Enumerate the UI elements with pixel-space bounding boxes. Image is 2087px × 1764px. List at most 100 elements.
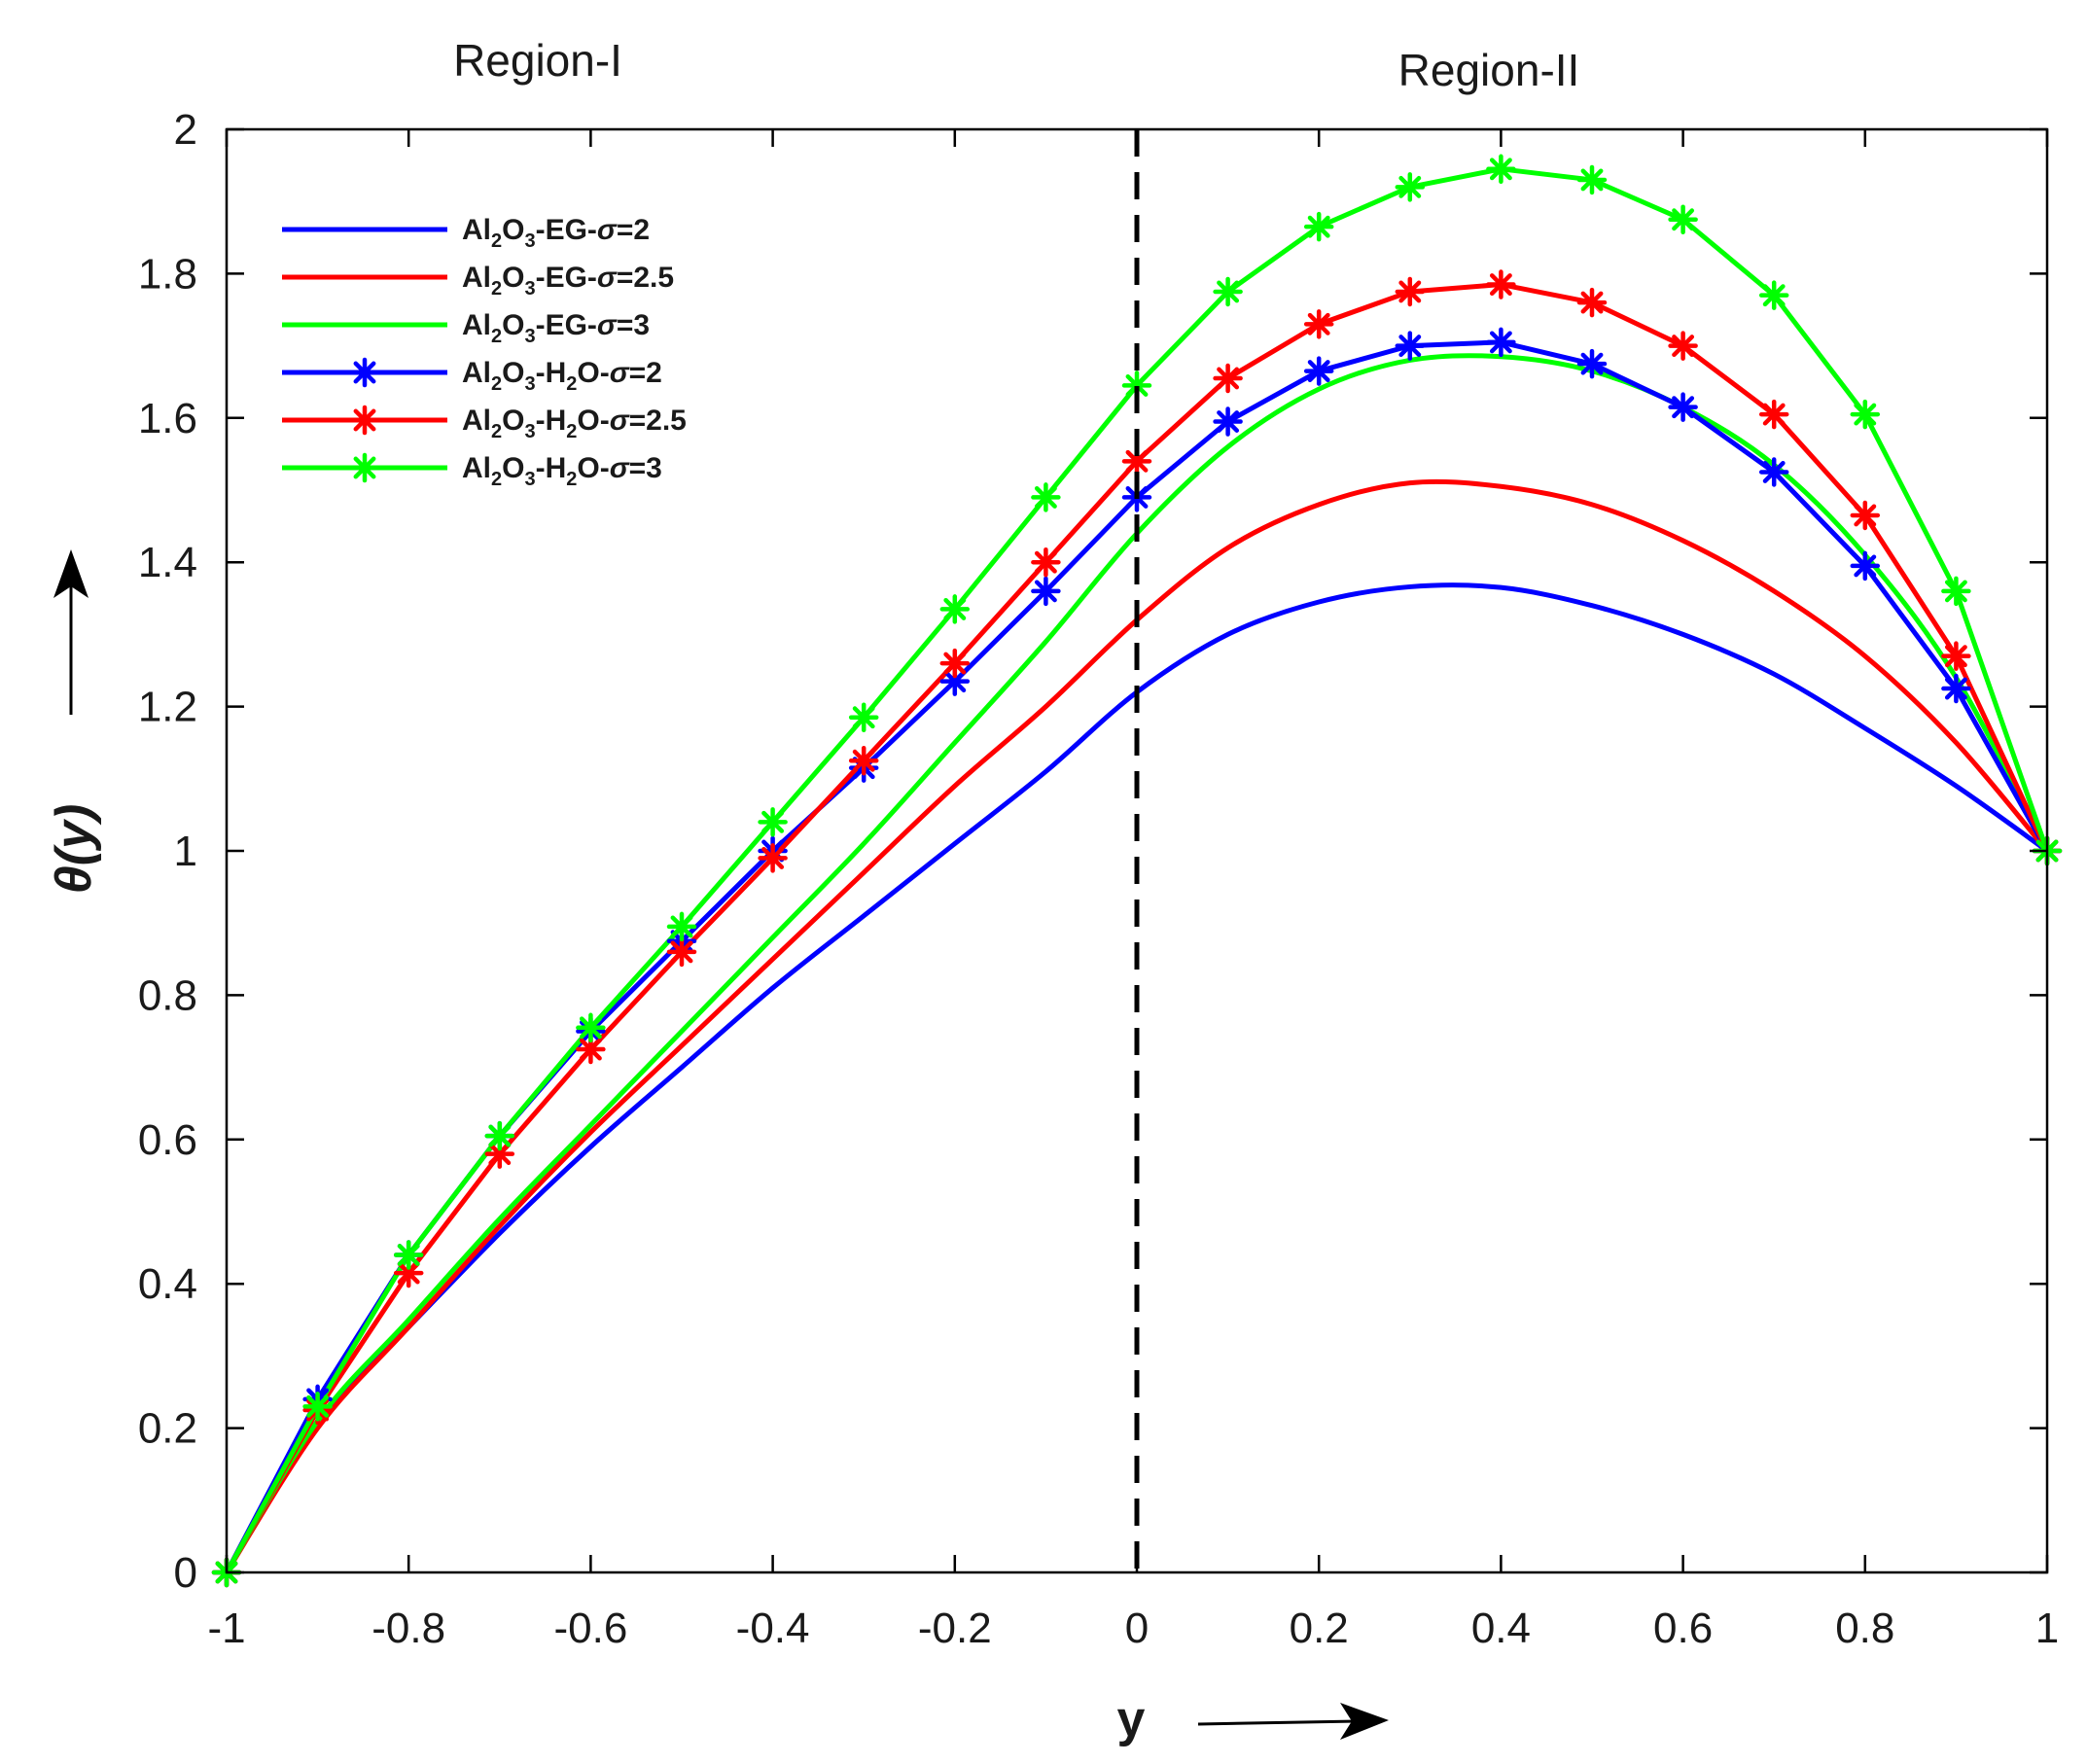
legend-label-part: O- — [577, 405, 609, 437]
data-point-marker — [302, 1392, 333, 1422]
data-point-marker — [939, 648, 971, 679]
legend-label: Al2O3-EG-σ=3 — [462, 309, 650, 347]
region-left-label: Region-I — [453, 35, 622, 86]
legend-item-2: Al2O3-EG-σ=2.5 — [282, 262, 674, 300]
legend-label-part: Al — [462, 452, 491, 484]
data-point-marker — [1668, 392, 1698, 422]
data-point-marker — [758, 807, 788, 837]
data-point-marker — [848, 746, 879, 776]
data-point-marker — [1941, 576, 1971, 607]
legend-label-part: 2 — [566, 469, 577, 490]
axis-ticks — [225, 127, 2049, 1574]
legend-label: Al2O3-EG-σ=2 — [462, 214, 650, 252]
legend-label-part: Al — [462, 357, 491, 389]
legend-label-part: 3 — [524, 230, 535, 252]
y-axis-label: θ(y) — [46, 804, 102, 895]
data-point-marker — [1303, 211, 1334, 242]
legend-label-part: O- — [577, 357, 609, 389]
legend-label-part: Al — [462, 262, 491, 294]
data-point-marker — [1031, 547, 1061, 578]
y-tick-label: 1.2 — [138, 684, 197, 731]
legend-label-part: =2 — [617, 214, 650, 246]
legend-label: Al2O3-H2O-σ=2.5 — [462, 405, 687, 442]
data-point-marker — [1668, 331, 1698, 361]
series-line-2 — [227, 478, 2047, 1572]
data-point-marker — [1941, 673, 1971, 704]
legend-label: Al2O3-H2O-σ=2 — [462, 357, 662, 395]
data-point-marker — [1850, 550, 1881, 582]
x-tick-label: -0.2 — [918, 1605, 992, 1652]
data-point-marker — [1395, 331, 1426, 361]
legend-swatch-marker — [349, 357, 380, 388]
region-right-label: Region-II — [1398, 45, 1580, 95]
x-tick-label: -1 — [207, 1605, 245, 1652]
legend-label-part: 2 — [566, 421, 577, 442]
legend-label-part: 2 — [491, 421, 502, 442]
legend-label: Al2O3-H2O-σ=3 — [462, 452, 662, 490]
data-point-marker — [1395, 276, 1426, 307]
legend-label-part: 3 — [524, 373, 535, 395]
legend-label-part: σ — [597, 262, 618, 294]
legend-label-part: σ — [597, 309, 618, 341]
data-point-marker — [1486, 327, 1516, 358]
legend-label-part: 3 — [524, 469, 535, 490]
y-tick-label: 1.8 — [138, 250, 197, 298]
legend-label-part: -H — [536, 405, 567, 437]
legend-label-part: -EG- — [536, 214, 597, 246]
legend-label-part: 2 — [566, 373, 577, 395]
data-point-marker — [1031, 482, 1061, 512]
legend-label-part: =3 — [617, 309, 650, 341]
legend-label-part: O — [502, 309, 524, 341]
legend-label-part: 2 — [491, 326, 502, 347]
legend-swatch-marker — [349, 452, 380, 483]
y-tick-label: 0.4 — [138, 1260, 197, 1308]
legend-item-5: Al2O3-H2O-σ=2.5 — [282, 405, 687, 442]
data-point-marker — [1303, 356, 1334, 386]
legend-label-part: Al — [462, 405, 491, 437]
x-tick-label: -0.6 — [553, 1605, 627, 1652]
legend-label-part: 3 — [524, 421, 535, 442]
data-point-marker — [848, 702, 879, 732]
legend-label-part: 2 — [491, 230, 502, 252]
legend-label-part: Al — [462, 214, 491, 246]
legend-label-part: O — [502, 405, 524, 437]
y-tick-label: 0 — [174, 1549, 197, 1597]
legend-label-part: O — [502, 357, 524, 389]
legend: Al2O3-EG-σ=2Al2O3-EG-σ=2.5Al2O3-EG-σ=3Al… — [282, 214, 687, 490]
x-tick-label: 0.8 — [1835, 1605, 1894, 1652]
data-point-marker — [1758, 280, 1789, 310]
data-point-marker — [1486, 154, 1516, 185]
data-point-marker — [1576, 164, 1608, 195]
x-axis-arrow — [1197, 1703, 1389, 1740]
data-point-marker — [758, 843, 788, 873]
legend-label-part: 2 — [491, 373, 502, 395]
legend-label-part: Al — [462, 309, 491, 341]
data-point-marker — [1213, 276, 1243, 307]
legend-label-part: -H — [536, 452, 567, 484]
legend-label-part: 2 — [491, 278, 502, 300]
y-tick-label: 0.2 — [138, 1405, 197, 1453]
legend-label-part: O — [502, 452, 524, 484]
x-axis-label: y — [1117, 1691, 1146, 1747]
legend-label-part: 3 — [524, 278, 535, 300]
legend-item-3: Al2O3-EG-σ=3 — [282, 309, 650, 347]
legend-label-part: σ — [610, 357, 630, 389]
data-point-marker — [576, 1012, 606, 1043]
x-tick-label: 0.6 — [1653, 1605, 1713, 1652]
legend-label-part: O- — [577, 452, 609, 484]
legend-label-part: σ — [597, 214, 618, 246]
data-point-marker — [939, 594, 971, 624]
data-point-marker — [1303, 309, 1334, 339]
legend-label-part: =2.5 — [629, 405, 687, 437]
legend-label-part: 3 — [524, 326, 535, 347]
legend-item-1: Al2O3-EG-σ=2 — [282, 214, 650, 252]
x-tick-label: 0.4 — [1471, 1605, 1531, 1652]
data-point-marker — [1395, 172, 1426, 202]
legend-label-part: =2 — [629, 357, 662, 389]
data-point-marker — [1758, 457, 1789, 487]
data-point-marker — [393, 1240, 424, 1270]
x-tick-label: 0.2 — [1290, 1605, 1349, 1652]
y-tick-label: 1.4 — [138, 539, 197, 586]
